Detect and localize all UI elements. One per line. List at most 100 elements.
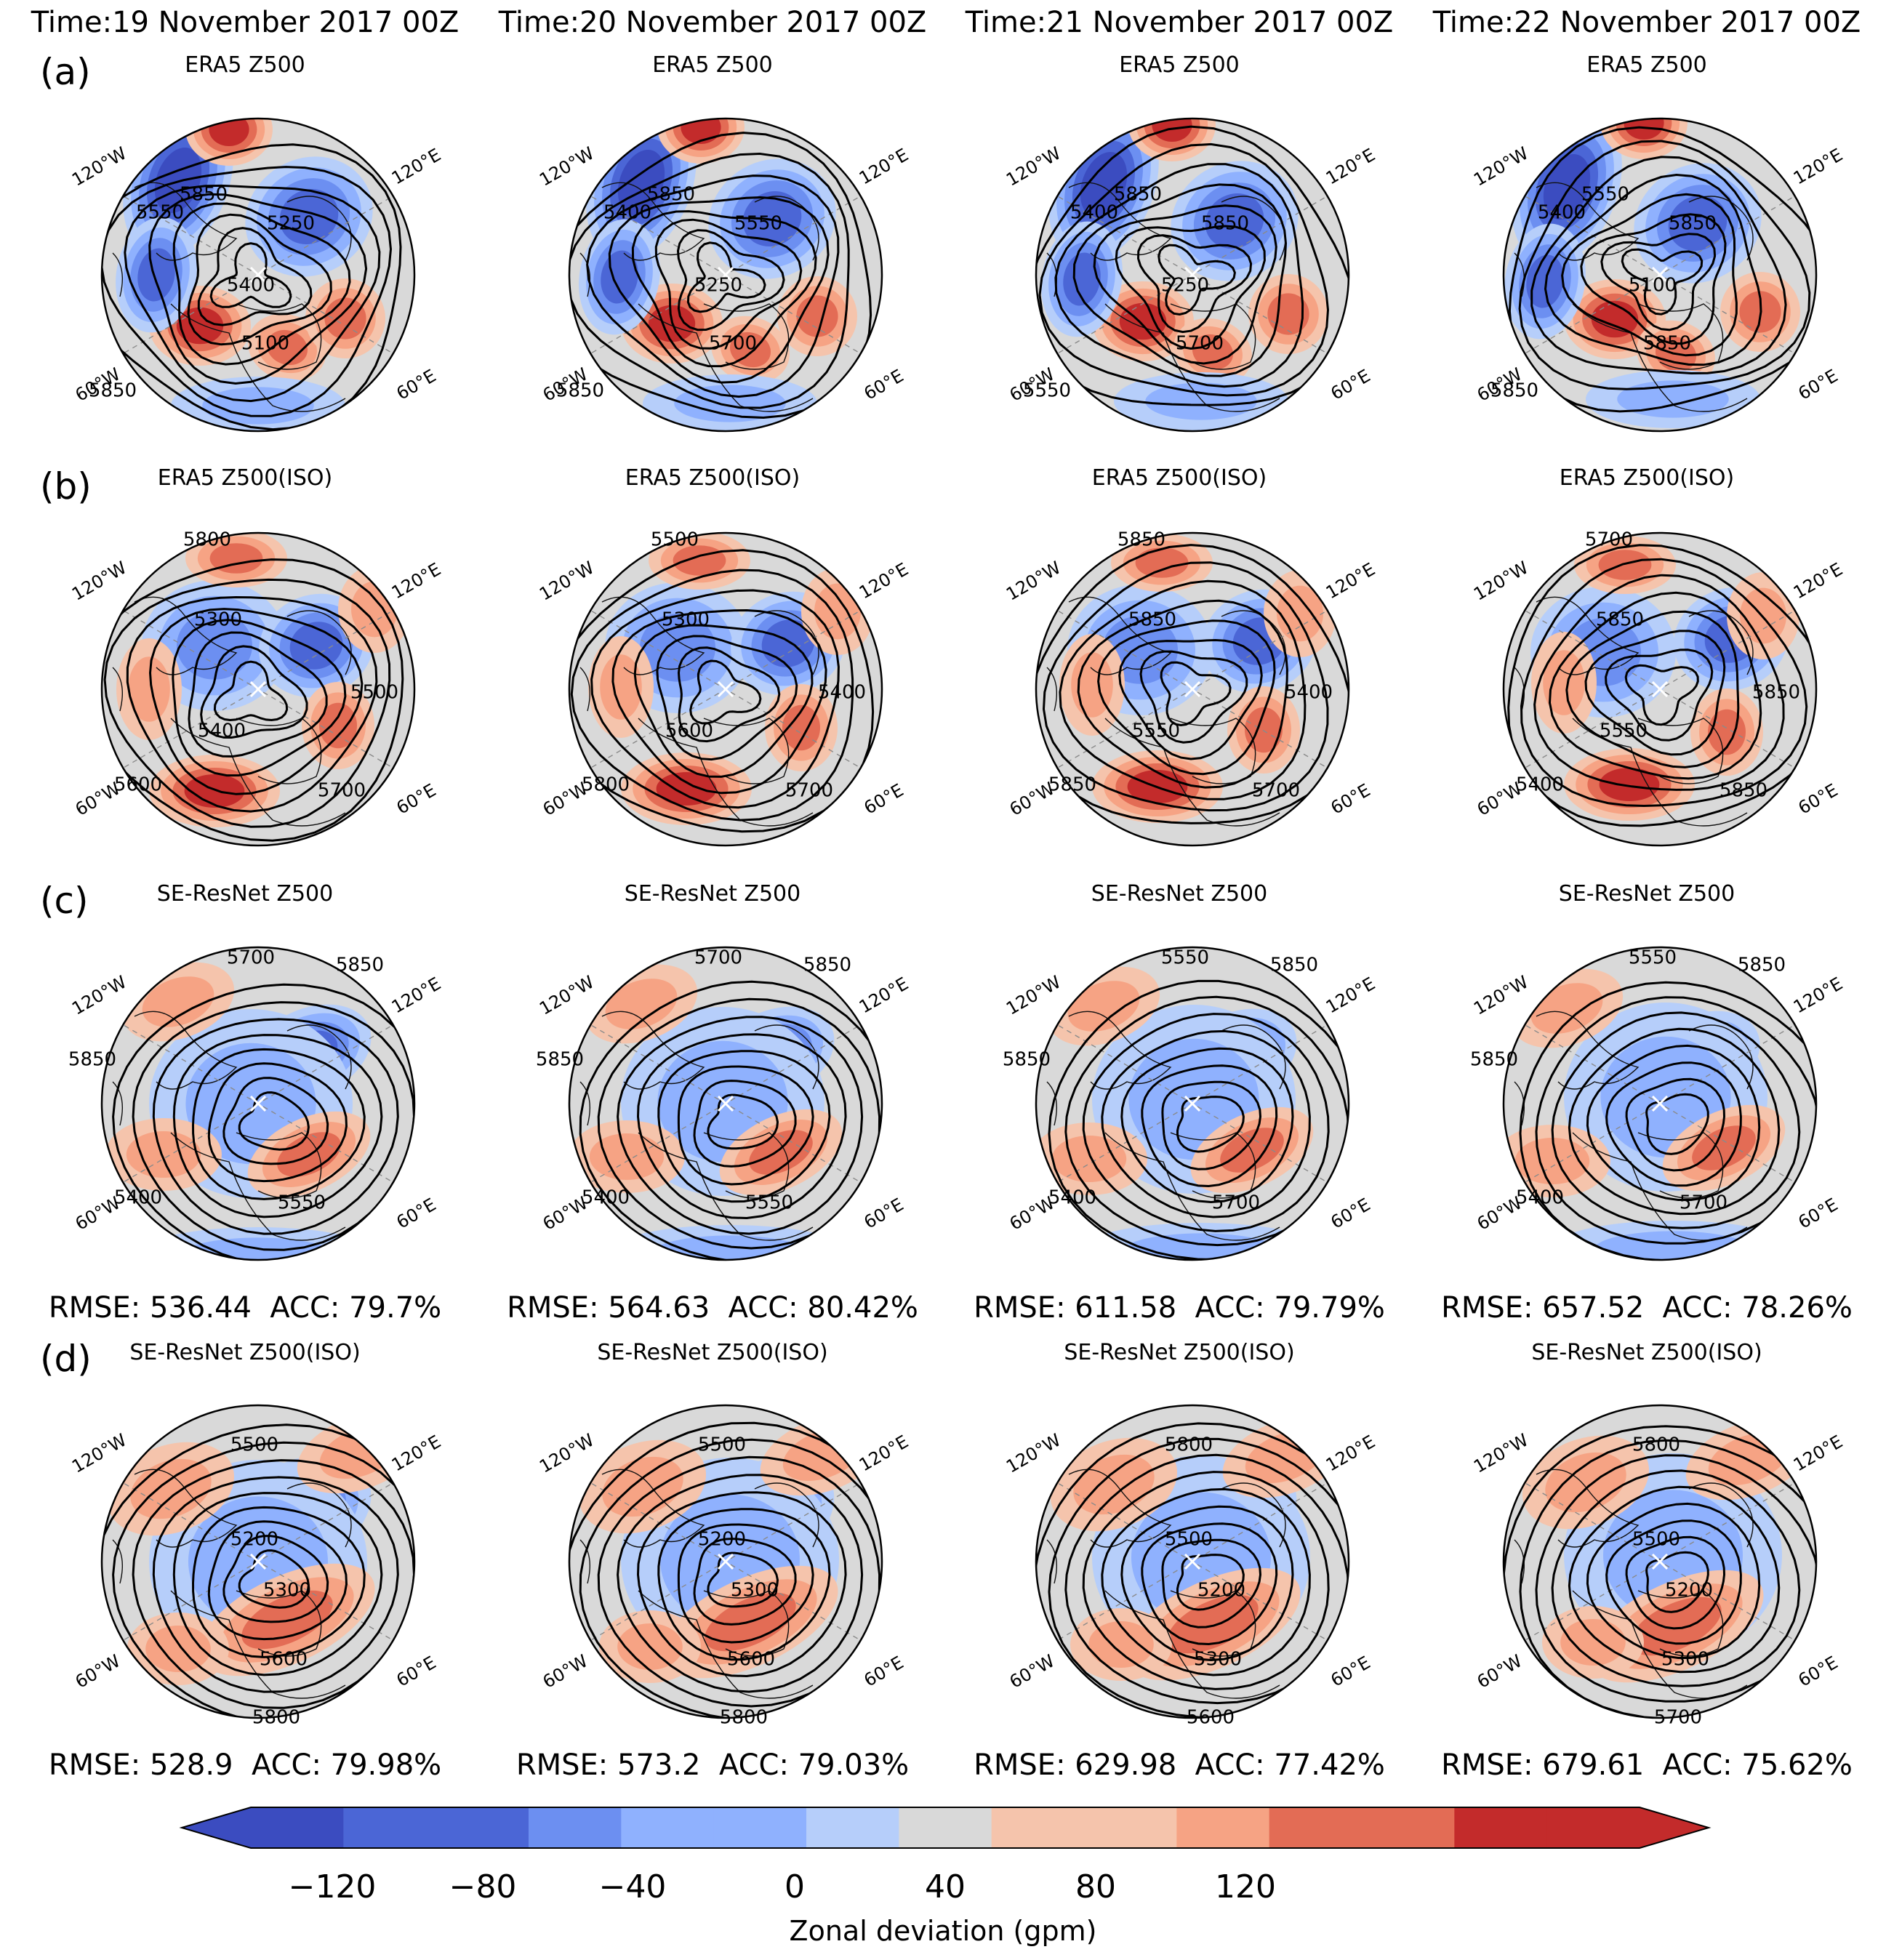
height-contours (1036, 125, 1349, 406)
panel-title-c1: SE-ResNet Z500 (156, 881, 334, 907)
height-contour (1586, 1502, 1761, 1659)
height-contour (102, 166, 393, 417)
contour-label: 5850 (1490, 380, 1538, 402)
negative-anomaly (1114, 372, 1288, 430)
contour-label: 5850 (89, 380, 137, 402)
acc-value: ACC: 75.62% (1662, 1748, 1853, 1782)
contour-label: 5850 (336, 955, 384, 976)
contour-label: 5850 (536, 1049, 584, 1071)
contour-label: 5400 (1516, 774, 1564, 796)
contour-label: 5400 (1070, 202, 1118, 224)
contour-label: 5800 (1165, 1434, 1213, 1456)
colorbar-tick: 0 (785, 1868, 805, 1905)
contour-label: 5200 (1197, 1580, 1245, 1602)
contour-label: 5850 (1643, 333, 1691, 355)
coastline (112, 1539, 124, 1584)
coastline (601, 1469, 705, 1548)
height-contour (1136, 234, 1253, 334)
negative-anomaly (135, 1227, 382, 1260)
longitude-label-tl: 120°W (1470, 972, 1532, 1019)
colorbar-bin (621, 1807, 715, 1848)
height-contours (1036, 544, 1349, 824)
colorbar-bin (436, 1807, 529, 1848)
contour-label: 5600 (260, 1649, 308, 1671)
contour-label: 5800 (720, 1707, 768, 1729)
contour-label: 5550 (1132, 720, 1180, 742)
longitude-label-tr: 120°E (856, 145, 912, 189)
north-pole-marker (249, 680, 267, 698)
height-contour (633, 624, 814, 778)
coastline (601, 1011, 705, 1090)
height-contour (677, 1523, 814, 1644)
height-contour (1077, 599, 1288, 789)
map-b4: 5700 5850 5850 5550 5400 5850 120°W 120°E 60°W 60… (1470, 529, 1846, 847)
longitude-label-tl: 120°W (1003, 558, 1064, 605)
map-field (102, 947, 414, 1260)
colorbar-tick: −120 (288, 1868, 377, 1905)
colorbar-tick: 40 (925, 1868, 966, 1905)
positive-anomaly (127, 1612, 229, 1685)
rmse-value: RMSE: 573.2 (515, 1748, 701, 1782)
contour-label: 5550 (734, 213, 782, 235)
longitude-label-br: 60°E (861, 1652, 907, 1691)
coastline (286, 1482, 352, 1548)
contour-label: 5800 (1632, 1434, 1680, 1456)
height-contour (1097, 619, 1276, 776)
height-contour (1580, 213, 1727, 345)
coastline (1046, 667, 1058, 712)
contour-label: 5400 (1538, 202, 1586, 224)
positive-anomaly (1574, 536, 1676, 594)
height-contour (693, 1080, 797, 1168)
positive-anomaly (1050, 1437, 1178, 1532)
colorbar-extend-high (1640, 1807, 1709, 1848)
contour-label: 5400 (603, 202, 651, 224)
negative-anomaly (171, 377, 345, 431)
height-contour (1625, 1535, 1726, 1630)
contour-label: 5850 (1201, 213, 1249, 235)
coastline (1637, 1590, 1724, 1657)
height-contour (1141, 1064, 1278, 1188)
height-contour (207, 1520, 348, 1641)
panel-title-a2: ERA5 Z500 (652, 52, 773, 78)
map-boundary (1502, 531, 1818, 847)
negative-anomaly (1549, 1221, 1797, 1260)
coastline (638, 718, 814, 827)
height-contours (569, 549, 875, 833)
positive-anomaly (185, 119, 273, 166)
height-contour (152, 1018, 399, 1235)
coastline (170, 1132, 346, 1241)
coastline (1688, 1482, 1754, 1548)
colorbar-outline (179, 1807, 1712, 1849)
contour-label: 5400 (114, 1187, 162, 1209)
contour-label: 5400 (1516, 1187, 1564, 1209)
coastline (1170, 1590, 1256, 1657)
height-contour (1176, 1554, 1245, 1611)
time-title-col4: Time:22 November 2017 00Z (1432, 6, 1861, 39)
panel-title-a3: ERA5 Z500 (1119, 52, 1240, 78)
acc-value: ACC: 79.79% (1195, 1291, 1385, 1325)
positive-anomaly (1190, 1106, 1314, 1194)
row-label-d: (d) (40, 1338, 92, 1380)
contour-label: 5300 (194, 609, 242, 631)
map-field (569, 533, 882, 846)
height-contour (213, 660, 289, 722)
contour-label: 5500 (651, 529, 699, 551)
longitude-label-tr: 120°E (1790, 145, 1846, 189)
contour-label: 5850 (803, 955, 851, 976)
longitude-label-tr: 120°E (1790, 559, 1846, 603)
height-contour (1101, 1487, 1311, 1676)
height-contour (1544, 173, 1762, 366)
height-contour (207, 1062, 348, 1183)
score-d2: RMSE: 573.2 ACC: 79.03% (516, 1748, 909, 1782)
map-boundary (100, 531, 416, 847)
colorbar-bin (1546, 1807, 1640, 1848)
map-boundary (1502, 117, 1818, 433)
contour-label: 5100 (241, 333, 289, 355)
map-field (1036, 1405, 1349, 1718)
coastline (1170, 718, 1256, 784)
longitude-label-tl: 120°W (68, 972, 130, 1019)
coastline (579, 1539, 591, 1584)
height-contour (1565, 610, 1740, 768)
contour-label: 5400 (227, 275, 275, 297)
height-contour (657, 1050, 831, 1203)
